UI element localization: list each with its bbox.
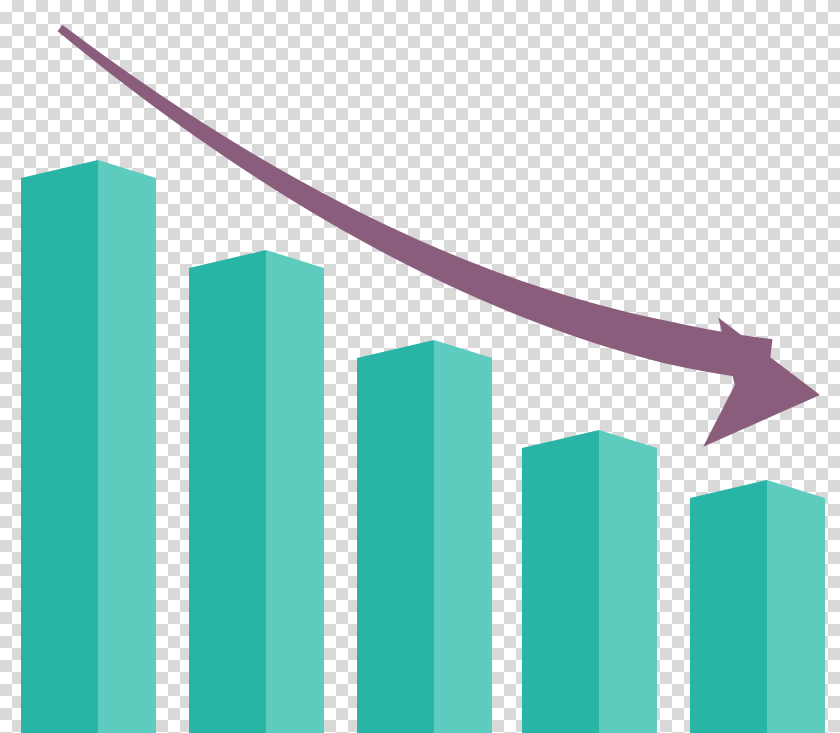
bar-4-face-right xyxy=(599,448,657,733)
bar-1-face-left xyxy=(21,178,98,733)
bar-4-top-bevel xyxy=(522,430,657,448)
bar-3-top-bevel xyxy=(357,340,492,358)
bar-3-face-right xyxy=(434,358,492,733)
bar-3 xyxy=(357,358,492,733)
chart-canvas xyxy=(0,0,840,733)
bar-5 xyxy=(690,498,825,733)
bar-2-face-left xyxy=(189,268,266,733)
bar-5-top-bevel xyxy=(690,480,825,498)
bar-3-face-left xyxy=(357,358,434,733)
bar-1-face-right xyxy=(98,178,156,733)
bar-5-face-right xyxy=(767,498,825,733)
bar-4-face-left xyxy=(522,448,599,733)
bar-5-face-left xyxy=(690,498,767,733)
bar-2-top-bevel xyxy=(189,250,324,268)
bars-layer xyxy=(0,0,840,733)
bar-2 xyxy=(189,268,324,733)
bar-4 xyxy=(522,448,657,733)
bar-1-top-bevel xyxy=(21,160,156,178)
bar-2-face-right xyxy=(266,268,324,733)
bar-1 xyxy=(21,178,156,733)
